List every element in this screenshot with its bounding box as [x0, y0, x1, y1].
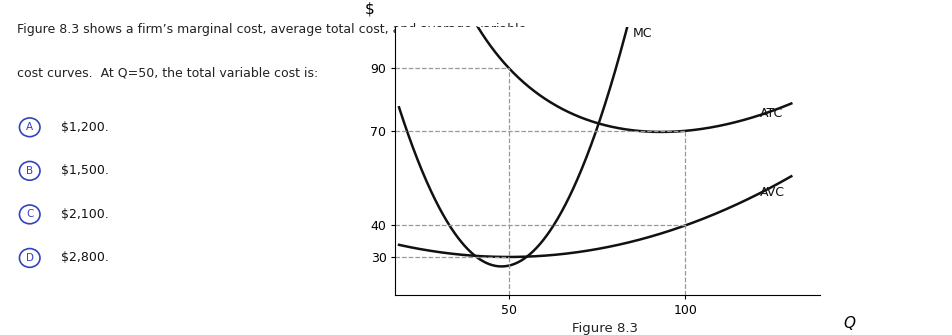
Text: cost curves.  At Q=50, the total variable cost is:: cost curves. At Q=50, the total variable… [17, 67, 318, 80]
Text: $2,100.: $2,100. [61, 208, 109, 221]
Text: Figure 8.3: Figure 8.3 [571, 322, 638, 335]
Text: Q: Q [843, 316, 854, 331]
Text: A: A [26, 122, 33, 132]
Text: $: $ [365, 1, 374, 16]
Text: B: B [26, 166, 33, 176]
Text: C: C [26, 209, 33, 219]
Text: AVC: AVC [759, 186, 783, 199]
Text: MC: MC [632, 27, 651, 40]
Text: ATC: ATC [759, 107, 782, 120]
Text: D: D [26, 253, 33, 263]
Text: $1,200.: $1,200. [61, 121, 109, 134]
Text: $2,800.: $2,800. [61, 252, 109, 264]
Text: Figure 8.3 shows a firm’s marginal cost, average total cost, and average variabl: Figure 8.3 shows a firm’s marginal cost,… [17, 23, 526, 37]
Text: $1,500.: $1,500. [61, 164, 109, 177]
